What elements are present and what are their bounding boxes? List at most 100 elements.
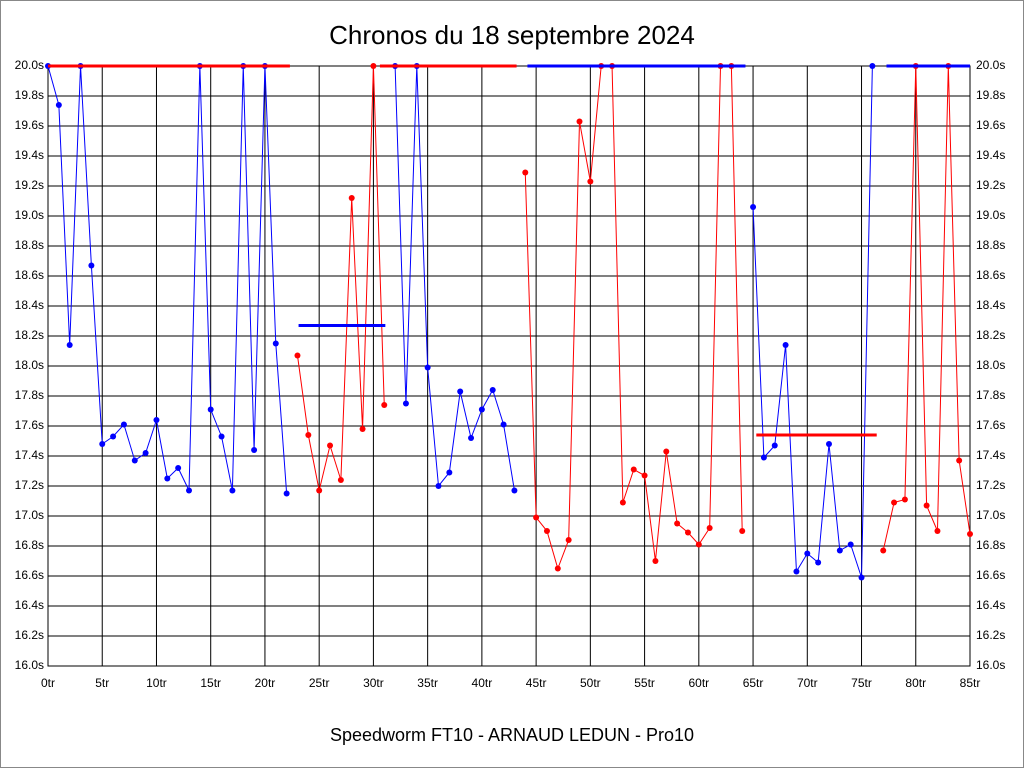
x-tick-label: 65tr [743, 676, 764, 690]
data-point [468, 435, 475, 441]
data-point [771, 442, 778, 449]
x-tick-label: 85tr [960, 676, 981, 690]
data-point [348, 195, 355, 201]
y-tick-label: 16.2s [15, 628, 44, 642]
y-tick-label: 19.0s [15, 208, 44, 222]
data-point [815, 559, 822, 566]
data-point [793, 568, 800, 575]
data-point [381, 402, 388, 408]
y-tick-label-right: 16.2s [976, 628, 1005, 642]
x-tick-label: 80tr [905, 676, 926, 690]
y-tick-label: 19.2s [15, 178, 44, 192]
data-point [695, 541, 702, 548]
data-point [435, 483, 442, 489]
y-tick-label-right: 17.8s [976, 388, 1005, 402]
data-point [847, 541, 854, 548]
data-point [294, 352, 301, 359]
x-axis-title: Speedworm FT10 - ARNAUD LEDUN - Pro10 [330, 725, 694, 745]
y-tick-label-right: 16.6s [976, 568, 1005, 582]
data-point [630, 466, 637, 473]
y-tick-label: 16.4s [15, 598, 44, 612]
y-tick-label-right: 20.0s [976, 58, 1005, 72]
data-point [316, 487, 323, 494]
data-point [131, 457, 138, 464]
data-point [424, 364, 431, 371]
data-point [543, 528, 550, 534]
data-point [565, 537, 572, 543]
y-tick-label: 17.0s [15, 508, 44, 522]
data-point [934, 528, 941, 534]
y-tick-label: 17.4s [15, 448, 44, 462]
data-point [836, 547, 843, 554]
y-tick-label-right: 19.0s [976, 208, 1005, 222]
y-tick-label: 19.8s [15, 88, 44, 102]
data-point [370, 63, 377, 69]
data-point [901, 496, 908, 503]
y-tick-label: 16.8s [15, 538, 44, 552]
y-tick-label: 18.4s [15, 298, 44, 312]
x-tick-label: 10tr [146, 676, 167, 690]
data-point [739, 528, 746, 534]
data-point [283, 490, 290, 497]
data-point [760, 454, 767, 461]
data-point [478, 406, 485, 413]
data-point [967, 531, 973, 537]
y-tick-label: 17.6s [15, 418, 44, 432]
y-tick-label-right: 17.4s [976, 448, 1005, 462]
y-tick-label: 18.8s [15, 238, 44, 252]
y-tick-label: 17.2s [15, 478, 44, 492]
y-tick-label-right: 18.6s [976, 268, 1005, 282]
x-tick-label: 45tr [526, 676, 547, 690]
data-point [142, 450, 149, 456]
data-point [804, 550, 811, 557]
y-tick-label-right: 19.8s [976, 88, 1005, 102]
x-tick-label: 60tr [688, 676, 709, 690]
data-point [522, 169, 529, 176]
y-tick-label: 18.0s [15, 358, 44, 372]
y-tick-label-right: 19.2s [976, 178, 1005, 192]
y-tick-label-right: 18.8s [976, 238, 1005, 252]
data-point [782, 342, 789, 348]
data-point [55, 102, 62, 108]
y-tick-label-right: 16.4s [976, 598, 1005, 612]
data-point [706, 525, 713, 531]
data-point [66, 342, 73, 348]
data-point [533, 514, 540, 521]
y-tick-label: 19.4s [15, 148, 44, 162]
data-point [186, 487, 193, 494]
y-tick-label: 17.8s [15, 388, 44, 402]
data-point [619, 499, 626, 506]
data-point [153, 417, 160, 423]
x-tick-label: 0tr [41, 676, 55, 690]
x-tick-label: 40tr [472, 676, 493, 690]
data-point [923, 502, 930, 509]
y-tick-label-right: 16.0s [976, 658, 1005, 672]
data-point [327, 442, 334, 449]
data-point [587, 178, 594, 185]
data-point [674, 520, 681, 527]
y-tick-label-right: 19.4s [976, 148, 1005, 162]
y-tick-label-right: 17.0s [976, 508, 1005, 522]
data-point [652, 558, 659, 564]
data-point [956, 457, 963, 464]
y-tick-label-right: 19.6s [976, 118, 1005, 132]
data-point [402, 400, 409, 407]
y-tick-label: 18.2s [15, 328, 44, 342]
data-point [641, 472, 648, 479]
data-point [305, 432, 312, 438]
x-tick-label: 20tr [255, 676, 276, 690]
data-point [446, 469, 453, 476]
y-tick-label: 18.6s [15, 268, 44, 282]
x-tick-label: 50tr [580, 676, 601, 690]
y-tick-label-right: 17.2s [976, 478, 1005, 492]
data-point [99, 441, 106, 447]
data-point [457, 388, 464, 395]
y-tick-label-right: 18.2s [976, 328, 1005, 342]
data-point [891, 499, 898, 506]
data-point [164, 475, 171, 482]
data-point [576, 118, 583, 125]
data-point [825, 441, 832, 447]
